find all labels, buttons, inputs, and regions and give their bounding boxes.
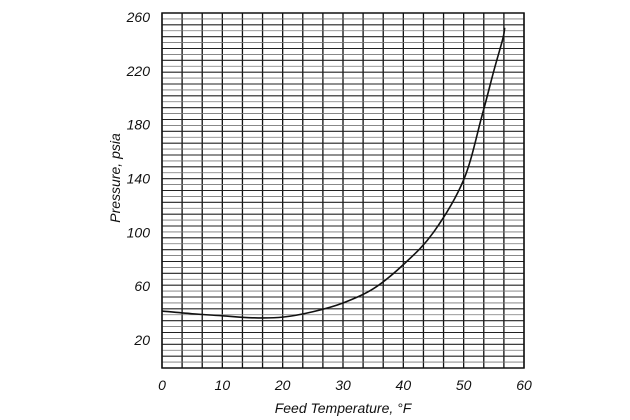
x-tick-label: 10: [215, 377, 231, 393]
x-tick-label: 20: [274, 377, 291, 393]
y-tick-label: 220: [126, 63, 151, 79]
y-tick-label: 140: [127, 171, 151, 187]
y-tick-label: 180: [127, 117, 151, 133]
x-tick-label: 0: [158, 377, 166, 393]
y-axis-label: Pressure, psia: [107, 133, 123, 223]
y-tick-label: 60: [134, 278, 150, 294]
x-tick-label: 40: [396, 377, 412, 393]
x-tick-label: 50: [456, 377, 472, 393]
y-tick-label: 100: [127, 224, 151, 240]
x-tick-label: 60: [516, 377, 532, 393]
x-tick-label: 30: [335, 377, 351, 393]
plot-grid: [161, 12, 525, 369]
y-tick-labels: 20 60 100 140 180 220 260: [126, 9, 151, 348]
x-tick-labels: 0 10 20 30 40 50 60: [158, 377, 532, 393]
plot-frame: [161, 12, 525, 369]
y-tick-label: 20: [133, 332, 150, 348]
y-tick-label: 260: [126, 9, 151, 25]
x-axis-label: Feed Temperature, °F: [275, 400, 413, 416]
data-curve: [161, 27, 506, 319]
